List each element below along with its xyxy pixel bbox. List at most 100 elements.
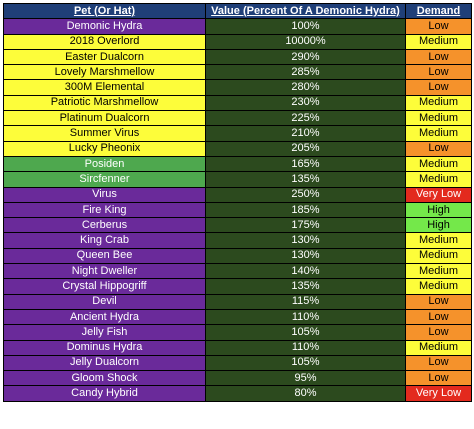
pet-name-cell: Jelly Dualcorn — [3, 354, 206, 372]
demand-cell: Medium — [405, 171, 472, 188]
table-row: Jelly Fish 105% Low — [3, 324, 472, 341]
value-cell: 165% — [205, 155, 406, 173]
value-cell: 250% — [205, 186, 406, 203]
demand-cell: Low — [405, 370, 472, 387]
value-cell: 225% — [205, 110, 406, 127]
table-row: Summer Virus 210% Medium — [3, 125, 472, 142]
pet-name-cell: Gloom Shock — [3, 370, 206, 387]
table-row: Crystal Hippogriff 135% Medium — [3, 278, 472, 295]
pet-name-cell: Lovely Marshmellow — [3, 64, 206, 81]
pet-name-cell: Lucky Pheonix — [3, 140, 206, 157]
demand-cell: Very Low — [405, 385, 472, 402]
pet-value-table: Pet (Or Hat) Value (Percent Of A Demonic… — [3, 2, 472, 402]
demand-cell: Low — [405, 293, 472, 310]
value-cell: 110% — [205, 308, 406, 326]
demand-cell: High — [405, 201, 472, 219]
demand-cell: Medium — [405, 232, 472, 249]
pet-name-cell: Easter Dualcorn — [3, 48, 206, 66]
pet-name-cell: Sircfenner — [3, 171, 206, 188]
pet-name-cell: Virus — [3, 186, 206, 203]
pet-name-cell: Platinum Dualcorn — [3, 110, 206, 127]
demand-cell: Low — [405, 79, 472, 96]
table-row: Lucky Pheonix 205% Low — [3, 140, 472, 157]
value-cell: 135% — [205, 171, 406, 188]
table-row: Platinum Dualcorn 225% Medium — [3, 110, 472, 127]
table-row: King Crab 130% Medium — [3, 232, 472, 249]
pet-name-cell: Demonic Hydra — [3, 18, 206, 35]
table-row: Patriotic Marshmellow 230% Medium — [3, 94, 472, 112]
value-cell: 230% — [205, 94, 406, 112]
table-row: Fire King 185% High — [3, 201, 472, 219]
demand-cell: Medium — [405, 94, 472, 112]
demand-cell: Low — [405, 308, 472, 326]
table-body: Demonic Hydra 100% Low 2018 Overlord 10000% M… — [3, 18, 472, 402]
pet-name-cell: 2018 Overlord — [3, 33, 206, 50]
demand-cell: Medium — [405, 155, 472, 173]
header-pet: Pet (Or Hat) — [3, 2, 206, 20]
pet-name-cell: Candy Hybrid — [3, 385, 206, 402]
pet-name-cell: King Crab — [3, 232, 206, 249]
value-cell: 140% — [205, 263, 406, 280]
pet-name-cell: Dominus Hydra — [3, 339, 206, 356]
pet-name-cell: Jelly Fish — [3, 324, 206, 341]
table-row: Easter Dualcorn 290% Low — [3, 48, 472, 66]
demand-cell: Medium — [405, 110, 472, 127]
demand-cell: Medium — [405, 339, 472, 356]
table-row: Queen Bee 130% Medium — [3, 247, 472, 265]
value-cell: 290% — [205, 48, 406, 66]
demand-cell: Medium — [405, 278, 472, 295]
pet-name-cell: Summer Virus — [3, 125, 206, 142]
demand-cell: Medium — [405, 33, 472, 50]
value-cell: 115% — [205, 293, 406, 310]
pet-name-cell: Night Dweller — [3, 263, 206, 280]
pet-name-cell: Queen Bee — [3, 247, 206, 265]
header-value: Value (Percent Of A Demonic Hydra) — [205, 2, 406, 20]
table-row: Devil 115% Low — [3, 293, 472, 310]
demand-cell: Medium — [405, 125, 472, 142]
pet-name-cell: Ancient Hydra — [3, 308, 206, 326]
demand-cell: Low — [405, 18, 472, 35]
demand-cell: Low — [405, 354, 472, 372]
table-row: Night Dweller 140% Medium — [3, 263, 472, 280]
value-cell: 105% — [205, 324, 406, 341]
table-row: Lovely Marshmellow 285% Low — [3, 64, 472, 81]
table-row: 2018 Overlord 10000% Medium — [3, 33, 472, 50]
demand-cell: Low — [405, 324, 472, 341]
demand-cell: Medium — [405, 263, 472, 280]
table-row: Dominus Hydra 110% Medium — [3, 339, 472, 356]
value-cell: 130% — [205, 232, 406, 249]
value-cell: 80% — [205, 385, 406, 402]
table-row: Ancient Hydra 110% Low — [3, 308, 472, 326]
value-cell: 110% — [205, 339, 406, 356]
demand-cell: Medium — [405, 247, 472, 265]
table-row: Cerberus 175% High — [3, 217, 472, 234]
pet-name-cell: Fire King — [3, 201, 206, 219]
table-row: Gloom Shock 95% Low — [3, 370, 472, 387]
demand-cell: High — [405, 217, 472, 234]
value-cell: 100% — [205, 18, 406, 35]
pet-name-cell: Cerberus — [3, 217, 206, 234]
value-cell: 95% — [205, 370, 406, 387]
header-row: Pet (Or Hat) Value (Percent Of A Demonic… — [3, 2, 472, 20]
value-cell: 10000% — [205, 33, 406, 50]
table-row: Virus 250% Very Low — [3, 186, 472, 203]
pet-name-cell: Patriotic Marshmellow — [3, 94, 206, 112]
value-cell: 175% — [205, 217, 406, 234]
value-cell: 205% — [205, 140, 406, 157]
pet-name-cell: Posiden — [3, 155, 206, 173]
value-cell: 185% — [205, 201, 406, 219]
pet-name-cell: Crystal Hippogriff — [3, 278, 206, 295]
demand-cell: Low — [405, 48, 472, 66]
table-row: Sircfenner 135% Medium — [3, 171, 472, 188]
value-cell: 210% — [205, 125, 406, 142]
table-row: Posiden 165% Medium — [3, 155, 472, 173]
demand-cell: Low — [405, 64, 472, 81]
value-cell: 105% — [205, 354, 406, 372]
value-cell: 280% — [205, 79, 406, 96]
demand-cell: Low — [405, 140, 472, 157]
header-demand: Demand — [405, 2, 472, 20]
table-row: Demonic Hydra 100% Low — [3, 18, 472, 35]
value-cell: 135% — [205, 278, 406, 295]
table-row: 300M Elemental 280% Low — [3, 79, 472, 96]
value-cell: 130% — [205, 247, 406, 265]
